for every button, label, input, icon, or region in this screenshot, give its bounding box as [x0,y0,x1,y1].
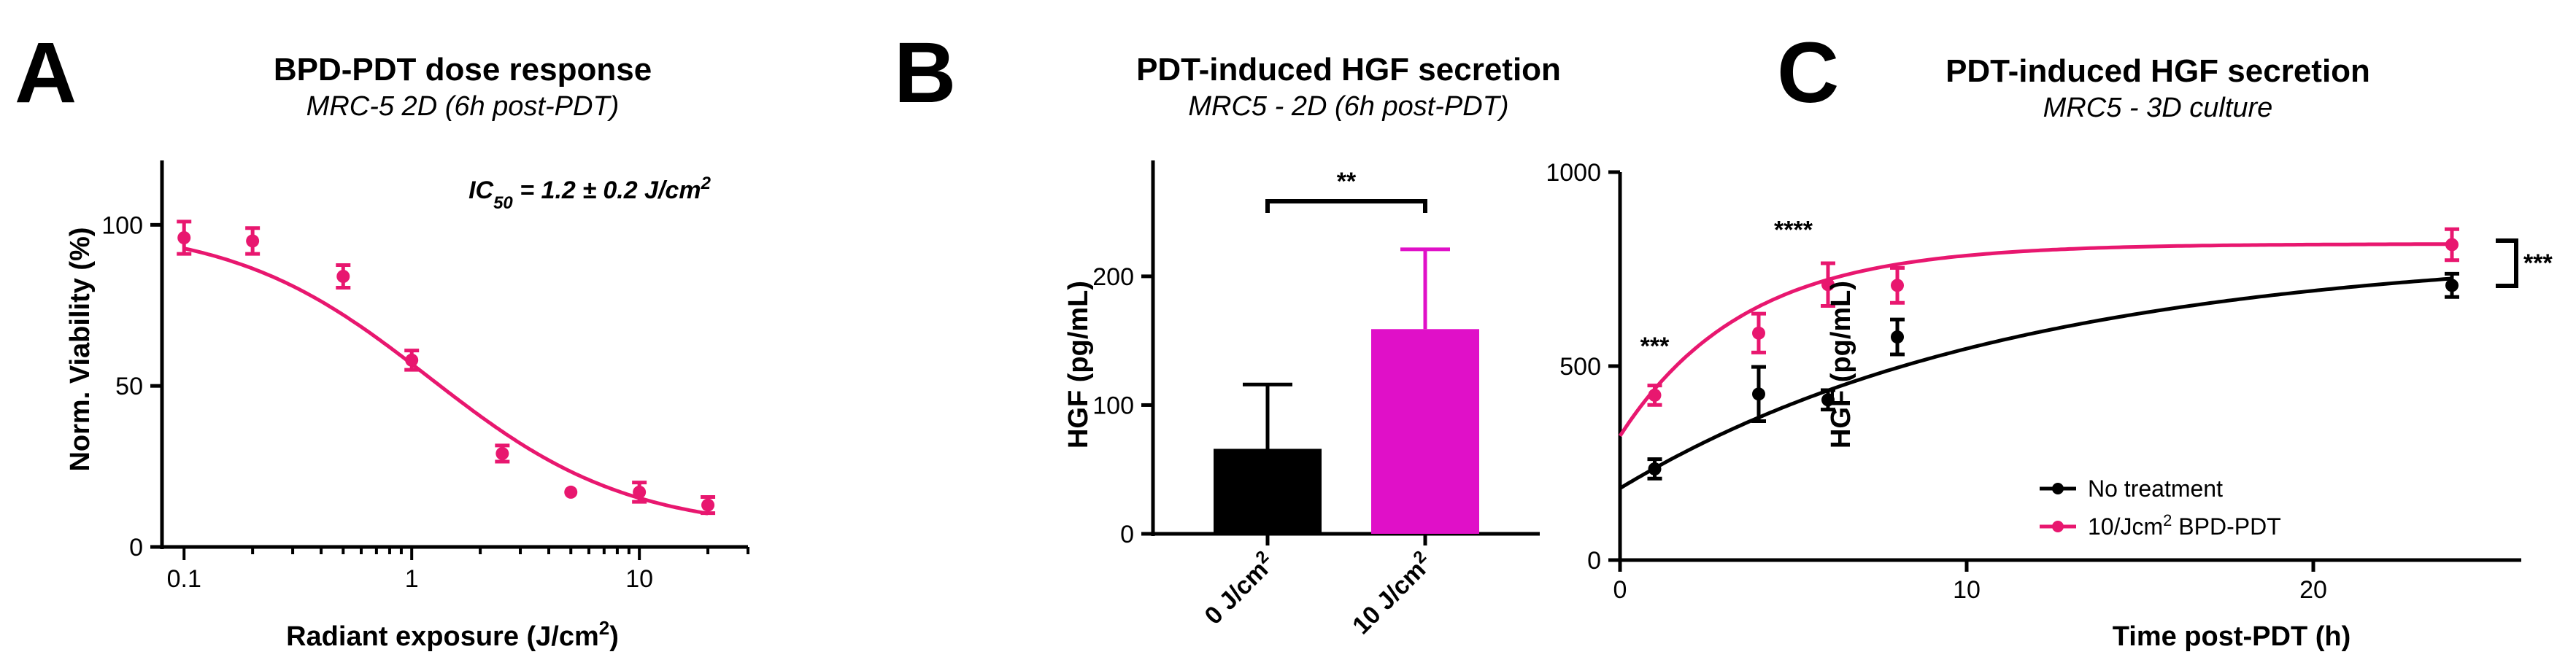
panel-b-y-tick-label: 0 [1120,521,1134,548]
panel-c-data-points [1647,227,2459,481]
panel-a-data-points [177,220,716,516]
panel-c-annotations: ******* [1640,216,1813,360]
panel-b-significance-bracket [1265,199,1427,213]
panel-c-y-axis-title: HGF (pg/mL) [1826,281,1856,448]
panel-a-axes: 0 50 100 0.1 1 10 [101,160,749,593]
panel-b-subtitle: MRC5 - 2D (6h post-PDT) [1188,91,1508,122]
panel-letter-c: C [1777,25,1839,121]
legend-label-text: No treatment [2088,475,2223,502]
panel-b-x-tick-label: 0 J/cm2 [1197,547,1280,630]
panel-c-point [1891,279,1904,292]
panel-a-point [495,446,509,460]
panel-a-x-axis-title: Radiant exposure (J/cm2) [286,617,619,652]
panel-a-point [336,270,350,283]
panel-b-x-tick-label: 10 J/cm2 [1345,547,1438,640]
panel-c-fit-line-0 [1619,276,2453,490]
panel-c-subtitle: MRC5 - 3D culture [2043,93,2273,123]
panel-c-side-significance: *** [2523,249,2553,277]
legend-marker-1 [2052,521,2064,532]
panel-c-point [1752,326,1765,340]
panel-a-ic50-annotation: IC50 = 1.2 ± 0.2 J/cm2 [468,174,711,213]
panel-b-bars [1214,247,1479,534]
panel-a-x-tick-label: 0.1 [167,565,201,593]
ic50-sup: 2 [701,174,712,193]
panel-a-point [177,231,191,244]
panel-c-axes: 0 500 1000 0 10 20 [1546,159,2521,604]
panel-a-point [564,485,578,499]
panel-b-title: PDT-induced HGF secretion [1136,52,1561,88]
legend-label-text: 10/Jcm [2088,513,2163,540]
panel-b-category-text: 10 J/cm [1347,556,1431,640]
panel-a-point [701,498,715,512]
ic50-pre: IC [468,176,493,204]
panel-a-xlabel-end: ) [609,621,619,652]
panel-b: B PDT-induced HGF secretion MRC5 - 2D (6… [894,25,1561,640]
panel-a-x-tick-label: 1 [405,565,419,593]
panel-a-x-tick-label: 10 [625,565,653,593]
panel-c-x-axis-title: Time post-PDT (h) [2113,621,2351,652]
panel-c-fit-curves [1618,242,2453,490]
ic50-post: = 1.2 ± 0.2 J/cm [513,176,701,204]
panel-letter-b: B [894,25,956,121]
panel-c-point [1648,388,1662,402]
panel-c-point [2445,279,2459,292]
panel-c-x-tick-label: 0 [1613,576,1627,604]
panel-c-x-tick-label: 10 [1953,576,1981,604]
panel-a-subtitle: MRC-5 2D (6h post-PDT) [306,91,620,122]
panel-c-y-tick-label: 0 [1587,547,1601,575]
panel-a-xlabel: Radiant exposure (J/cm [286,621,599,652]
panel-c-point [1891,330,1904,344]
panel-c-point [1752,387,1765,401]
panel-a-y-tick-label: 0 [129,534,143,562]
legend-label-sup: 2 [2163,511,2172,529]
panel-b-y-tick-label: 100 [1092,392,1134,419]
panel-c-title: PDT-induced HGF secretion [1946,53,2370,89]
panel-a-xlabel-sup: 2 [599,617,609,639]
panel-b-y-axis-title: HGF (pg/mL) [1063,281,1094,448]
panel-c-y-tick-label: 1000 [1546,159,1601,187]
panel-a-point [405,353,419,367]
panel-c-significance-label: **** [1774,216,1813,244]
panel-a-title: BPD-PDT dose response [274,52,652,88]
panel-b-category-text: 0 J/cm [1199,556,1273,630]
panel-c-significance-label: *** [1640,333,1670,360]
panel-b-significance: ** [1337,168,1357,195]
legend-label-0: No treatment [2088,475,2223,502]
panel-c-point [1648,462,1662,475]
panel-b-bar [1371,329,1479,534]
legend-label-end: BPD-PDT [2172,513,2280,540]
panel-a-fit-curve [183,246,709,516]
legend-label-1: 10/Jcm2 BPD-PDT [2088,511,2281,540]
ic50-sub: 50 [493,193,513,213]
panel-b-y-tick-label: 200 [1092,263,1134,291]
panel-c-y-tick-label: 500 [1559,353,1601,381]
panel-c-side-bracket [2496,238,2518,288]
panel-a-y-axis-title: Norm. Viability (%) [65,227,96,471]
panel-c-legend: No treatment 10/Jcm2 BPD-PDT [2040,475,2281,540]
panel-c: C PDT-induced HGF secretion MRC5 - 3D cu… [1546,25,2553,652]
panel-c-x-tick-label: 20 [2299,576,2327,604]
panel-a-fit-line [183,246,709,516]
panel-c-point [2445,238,2459,252]
panel-c-point [1821,278,1835,292]
legend-marker-0 [2052,483,2064,494]
panel-letter-a: A [15,25,77,121]
panel-a-y-tick-label: 50 [115,373,143,400]
panel-a-point [246,234,260,248]
panel-c-point [1821,393,1835,407]
panel-b-bar [1214,448,1322,534]
panel-c-fit-line-1 [1618,242,2452,438]
panel-a: A BPD-PDT dose response MRC-5 2D (6h pos… [15,25,749,652]
panel-a-point [633,485,647,499]
panel-a-y-tick-label: 100 [101,211,143,239]
